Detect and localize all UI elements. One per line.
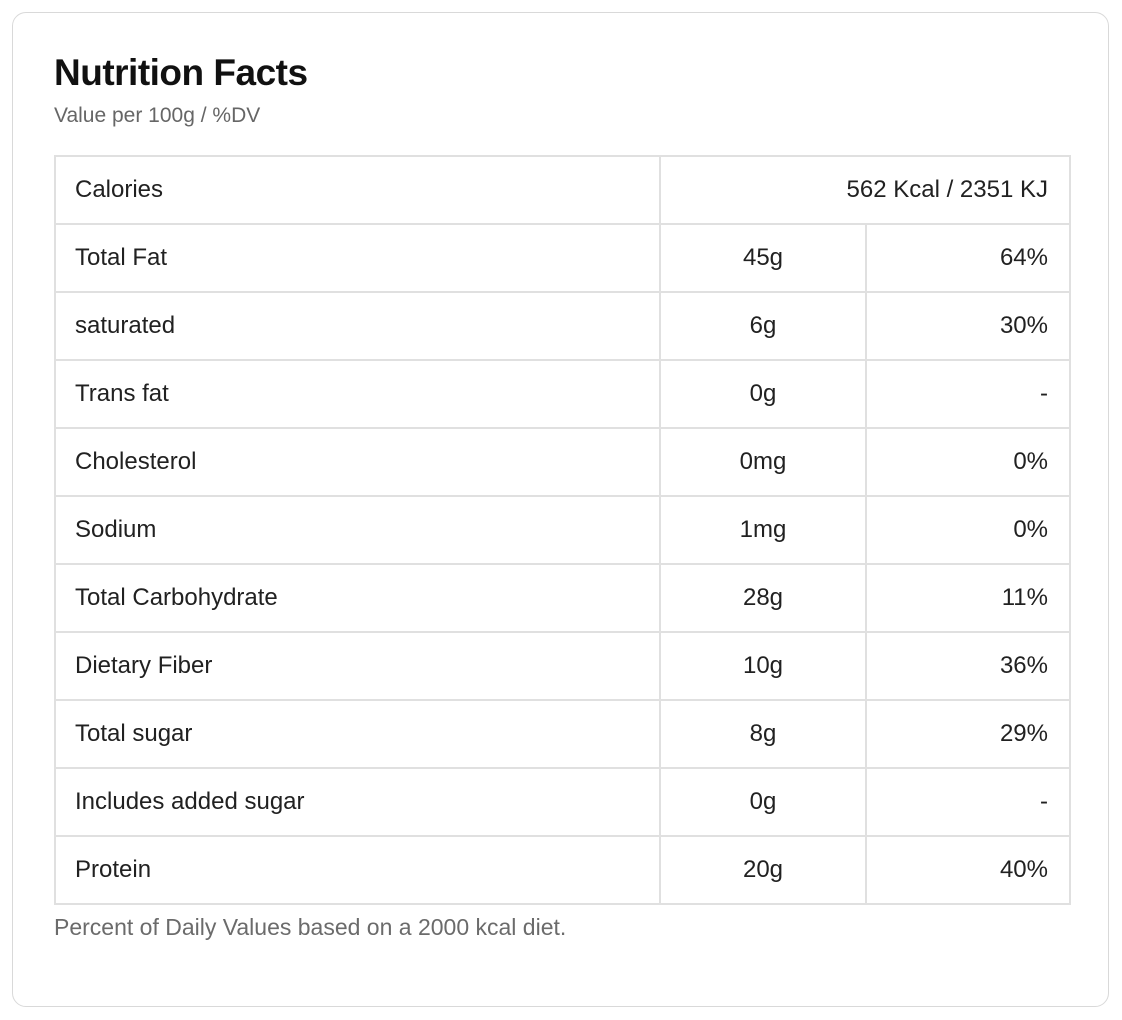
table-row: Protein 20g 40% (54, 835, 1071, 905)
nutrient-label: Sodium (54, 495, 661, 565)
nutrient-label: Dietary Fiber (54, 631, 661, 701)
nutrient-amount: 6g (659, 291, 867, 361)
page-title: Nutrition Facts (54, 52, 308, 93)
nutrient-amount: 45g (659, 223, 867, 293)
daily-values-footnote: Percent of Daily Values based on a 2000 … (54, 914, 567, 940)
table-row: Cholesterol 0mg 0% (54, 427, 1071, 497)
table-row: Dietary Fiber 10g 36% (54, 631, 1071, 701)
nutrition-facts-card: Nutrition Facts Value per 100g / %DV Cal… (12, 12, 1109, 1007)
nutrient-amount: 1mg (659, 495, 867, 565)
table-row: Trans fat 0g - (54, 359, 1071, 429)
nutrient-label: Protein (54, 835, 661, 905)
nutrient-amount: 28g (659, 563, 867, 633)
nutrient-label: Cholesterol (54, 427, 661, 497)
nutrient-dv: 64% (865, 223, 1071, 293)
table-row: saturated 6g 30% (54, 291, 1071, 361)
table-row: Total sugar 8g 29% (54, 699, 1071, 769)
nutrient-dv: 40% (865, 835, 1071, 905)
nutrient-label: Includes added sugar (54, 767, 661, 837)
nutrient-dv: - (865, 767, 1071, 837)
nutrition-table: Calories 562 Kcal / 2351 KJ Total Fat 45… (54, 155, 1071, 905)
nutrient-dv: 30% (865, 291, 1071, 361)
nutrient-amount: 0g (659, 359, 867, 429)
nutrient-amount: 0mg (659, 427, 867, 497)
calories-value: 562 Kcal / 2351 KJ (659, 155, 1071, 225)
nutrient-dv: 0% (865, 427, 1071, 497)
nutrient-label: Total sugar (54, 699, 661, 769)
table-row: Includes added sugar 0g - (54, 767, 1071, 837)
table-row: Sodium 1mg 0% (54, 495, 1071, 565)
nutrient-dv: 36% (865, 631, 1071, 701)
table-row: Total Carbohydrate 28g 11% (54, 563, 1071, 633)
table-row: Total Fat 45g 64% (54, 223, 1071, 293)
nutrient-dv: 29% (865, 699, 1071, 769)
nutrient-amount: 10g (659, 631, 867, 701)
nutrient-label: Calories (54, 155, 661, 225)
page-subtitle: Value per 100g / %DV (54, 104, 261, 127)
nutrient-dv: 11% (865, 563, 1071, 633)
calories-row: Calories 562 Kcal / 2351 KJ (54, 155, 1071, 225)
nutrient-dv: 0% (865, 495, 1071, 565)
nutrient-amount: 20g (659, 835, 867, 905)
nutrient-label: saturated (54, 291, 661, 361)
nutrient-label: Trans fat (54, 359, 661, 429)
nutrient-label: Total Fat (54, 223, 661, 293)
nutrient-label: Total Carbohydrate (54, 563, 661, 633)
nutrient-dv: - (865, 359, 1071, 429)
nutrient-amount: 8g (659, 699, 867, 769)
nutrient-amount: 0g (659, 767, 867, 837)
